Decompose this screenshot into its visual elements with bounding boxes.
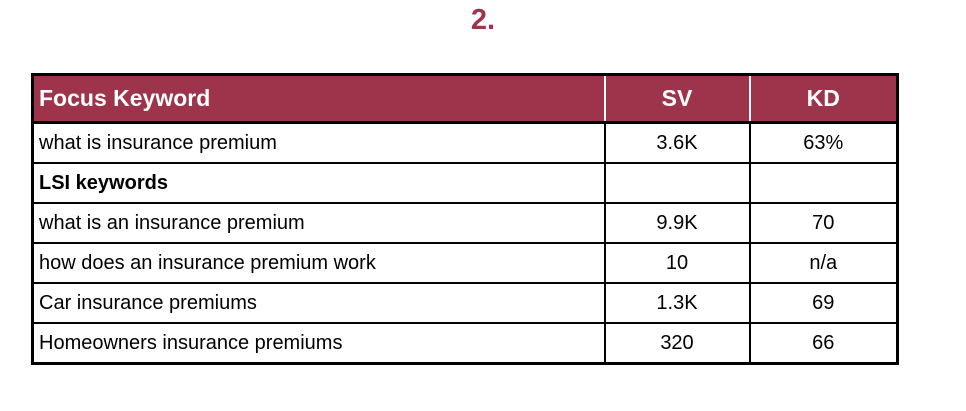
sv-cell: 10 (603, 242, 751, 284)
section-label: LSI keywords (31, 162, 606, 204)
table-header-row: Focus Keyword SV KD (31, 73, 899, 124)
keyword-cell: what is an insurance premium (31, 202, 606, 244)
section-row-lsi: LSI keywords (31, 162, 899, 204)
header-focus-keyword: Focus Keyword (31, 73, 606, 124)
sv-cell (603, 162, 751, 204)
kd-cell: 66 (748, 322, 899, 365)
kd-cell: 63% (748, 121, 899, 164)
table-row: what is insurance premium 3.6K 63% (31, 121, 899, 164)
kd-cell: 70 (748, 202, 899, 244)
sv-cell: 3.6K (603, 121, 751, 164)
keyword-cell: Car insurance premiums (31, 282, 606, 324)
kd-cell (748, 162, 899, 204)
keyword-cell: what is insurance premium (31, 121, 606, 164)
sv-cell: 320 (603, 322, 751, 365)
sv-cell: 9.9K (603, 202, 751, 244)
section-number-heading: 2. (470, 4, 496, 36)
table-row: how does an insurance premium work 10 n/… (31, 242, 899, 284)
kd-cell: 69 (748, 282, 899, 324)
table-row: what is an insurance premium 9.9K 70 (31, 202, 899, 244)
header-kd: KD (748, 73, 899, 124)
keyword-cell: how does an insurance premium work (31, 242, 606, 284)
header-sv: SV (603, 73, 751, 124)
kd-cell: n/a (748, 242, 899, 284)
sv-cell: 1.3K (603, 282, 751, 324)
table-row: Homeowners insurance premiums 320 66 (31, 322, 899, 365)
keyword-cell: Homeowners insurance premiums (31, 322, 606, 365)
keyword-table: Focus Keyword SV KD what is insurance pr… (31, 73, 899, 365)
table-row: Car insurance premiums 1.3K 69 (31, 282, 899, 324)
